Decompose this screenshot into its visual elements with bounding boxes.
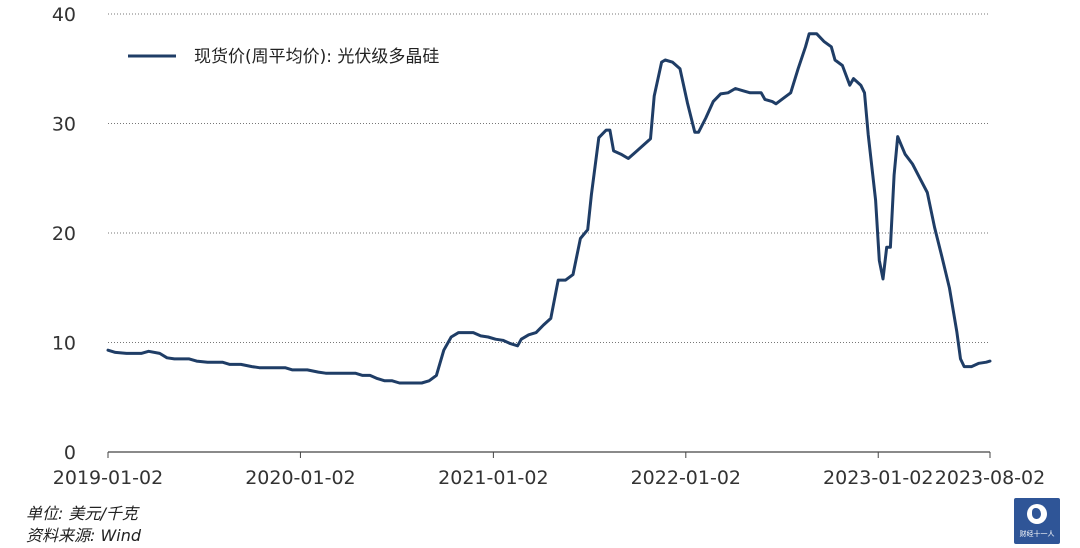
- globe-icon: [1027, 504, 1047, 524]
- x-tick-label: 2019-01-02: [53, 467, 163, 489]
- y-tick-label: 30: [52, 114, 76, 136]
- x-tick-label: 2021-01-02: [438, 467, 548, 489]
- logo-text: 财经十一人: [1019, 530, 1055, 538]
- y-tick-label: 10: [52, 333, 76, 355]
- source-note: 资料来源: Wind: [26, 526, 142, 545]
- x-tick-label: 2020-01-02: [245, 467, 355, 489]
- y-tick-label: 20: [52, 223, 76, 245]
- y-tick-label: 0: [64, 442, 76, 464]
- legend-label: 现货价(周平均价): 光伏级多晶硅: [194, 47, 439, 67]
- legend: 现货价(周平均价): 光伏级多晶硅: [128, 47, 439, 67]
- x-tick-label: 2023-01-02: [823, 467, 933, 489]
- series-line: [106, 32, 992, 385]
- unit-note: 单位: 美元/千克: [26, 504, 138, 523]
- grid-lines: [108, 13, 990, 343]
- series-layer: [106, 32, 992, 385]
- y-tick-label: 40: [52, 4, 76, 26]
- line-chart: 0 10 20 30 40 2019-01-02 2020-01-02 2021-01-02…: [52, 4, 1045, 489]
- y-axis-tick-labels: 0 10 20 30 40: [52, 4, 76, 464]
- x-tick-label: 2022-01-02: [631, 467, 741, 489]
- x-axis: 2019-01-02 2020-01-02 2021-01-02 2022-01-02…: [53, 451, 1045, 489]
- x-tick-label: 2023-08-02: [935, 467, 1045, 489]
- brand-logo: 财经十一人: [1014, 498, 1060, 544]
